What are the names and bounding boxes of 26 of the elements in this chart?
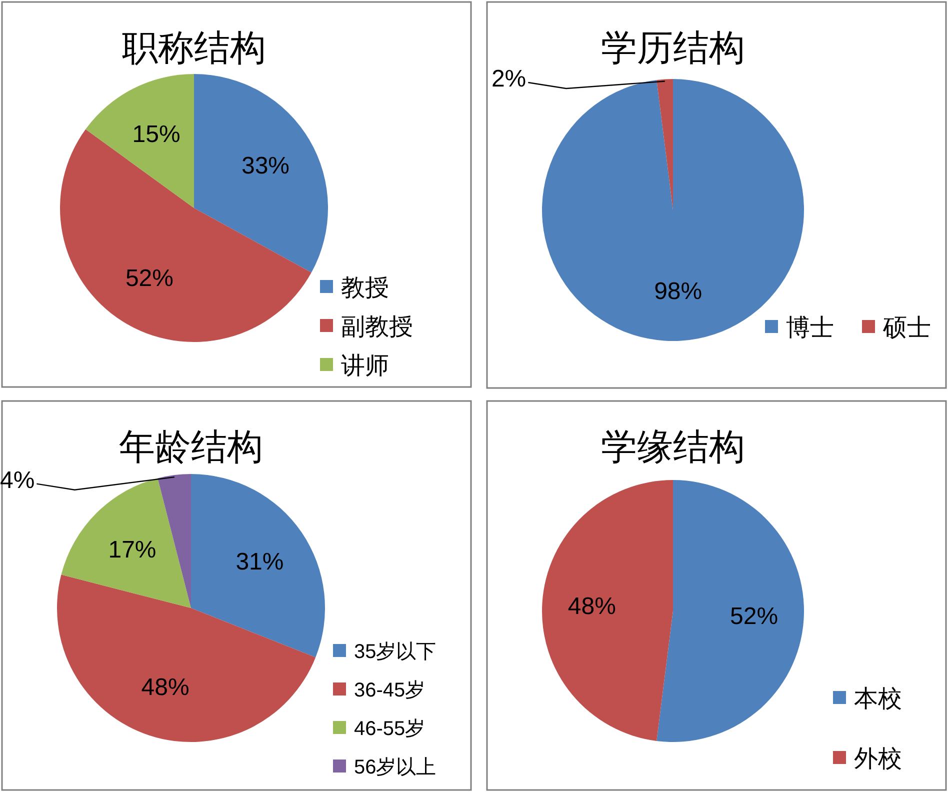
data-label: 48%	[568, 592, 616, 620]
chart-title: 年龄结构	[119, 426, 263, 467]
data-label: 4%	[0, 466, 35, 494]
chart-title: 学缘结构	[601, 426, 745, 467]
legend-label: 本校	[854, 685, 902, 712]
legend-label: 56岁以上	[354, 756, 436, 778]
data-label: 52%	[125, 265, 174, 292]
legend-label: 讲师	[341, 352, 389, 380]
data-label: 33%	[241, 152, 290, 180]
legend-label: 教授	[341, 274, 389, 302]
legend-label: 博士	[786, 314, 834, 342]
data-label: 2%	[491, 65, 526, 92]
legend-label: 35岁以下	[354, 641, 436, 663]
legend-label: 46-55岁	[354, 718, 426, 740]
legend-label: 硕士	[882, 314, 931, 342]
data-label: 48%	[141, 674, 190, 702]
data-label: 98%	[654, 278, 702, 306]
chart-title: 学历结构	[601, 27, 745, 68]
legend-label: 副教授	[341, 313, 413, 340]
data-label: 31%	[236, 548, 284, 576]
chart-title: 职称结构	[122, 27, 266, 68]
data-label: 52%	[730, 603, 778, 630]
data-label: 15%	[132, 120, 180, 148]
legend-label: 36-45岁	[354, 680, 426, 702]
data-label: 17%	[108, 536, 156, 564]
legend-label: 外校	[854, 745, 902, 772]
